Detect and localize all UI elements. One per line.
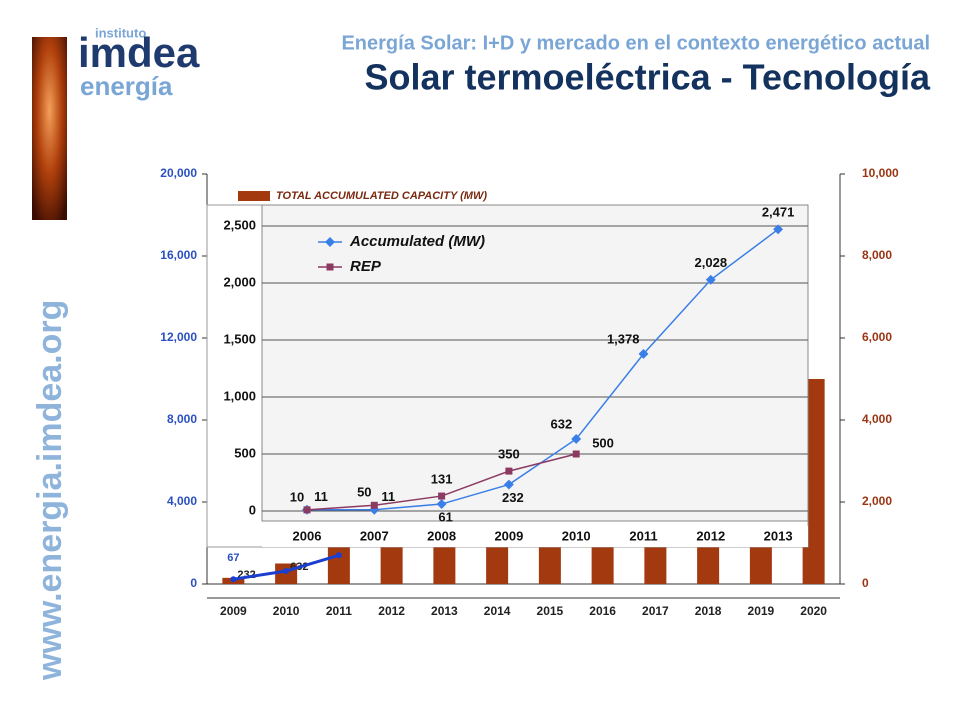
y2-tick-label: 6,000 <box>862 330 892 344</box>
y-tick-label: 4,000 <box>167 494 197 508</box>
logo-main: imdea <box>78 29 200 76</box>
legend-marker <box>325 237 335 247</box>
y-tick-label: 0 <box>190 576 197 590</box>
x-tick-label: 2013 <box>431 604 458 618</box>
point <box>571 434 582 444</box>
annotation: 67 <box>227 552 239 564</box>
y-tick-label: 12,000 <box>160 330 197 344</box>
legend-label: REP <box>350 258 382 275</box>
point <box>705 274 716 285</box>
x-tick-label: 2006 <box>293 528 322 543</box>
x-tick-label: 2019 <box>748 604 775 618</box>
data-label: 11 <box>381 489 395 504</box>
y-tick-label: 16,000 <box>160 248 197 262</box>
y-tick-label: 1,500 <box>223 331 256 346</box>
side-url: www.energia.imdea.org <box>31 300 69 681</box>
data-label: 1,378 <box>607 331 640 346</box>
data-label: 131 <box>431 472 453 487</box>
x-tick-label: 2016 <box>589 604 616 618</box>
y-tick-label: 20,000 <box>160 166 197 180</box>
point <box>773 224 784 235</box>
point <box>638 348 649 359</box>
data-label: 2,471 <box>762 205 795 220</box>
y2-tick-label: 2,000 <box>862 494 892 508</box>
side-image <box>32 37 67 220</box>
data-label: 10 <box>290 489 304 504</box>
x-tick-label: 2015 <box>537 604 564 618</box>
point <box>436 499 447 509</box>
x-tick-label: 2013 <box>764 528 793 543</box>
data-label: 61 <box>438 509 452 524</box>
point <box>303 506 311 514</box>
data-label: 232 <box>502 490 524 505</box>
legend-label: TOTAL ACCUMULATED CAPACITY (MW) <box>276 190 487 202</box>
y2-tick-label: 0 <box>862 576 869 590</box>
y-tick-label: 0 <box>249 502 256 517</box>
line <box>307 228 779 511</box>
y-tick-label: 500 <box>234 445 256 460</box>
y2-tick-label: 10,000 <box>862 166 899 180</box>
point <box>438 492 446 500</box>
point <box>503 479 514 490</box>
data-label: 2,028 <box>695 255 728 270</box>
y2-tick-label: 8,000 <box>862 248 892 262</box>
point <box>370 501 378 509</box>
x-label-band <box>262 526 808 547</box>
data-label: 350 <box>498 447 520 462</box>
logo-sub: energía <box>80 71 173 101</box>
y-tick-label: 1,000 <box>223 388 256 403</box>
x-tick-label: 2014 <box>484 604 511 618</box>
x-tick-label: 2012 <box>378 604 405 618</box>
x-tick-label: 2018 <box>695 604 722 618</box>
x-tick-label: 2017 <box>642 604 669 618</box>
x-tick-label: 2008 <box>427 528 456 543</box>
line <box>233 553 340 581</box>
legend-label: Accumulated (MW) <box>349 233 485 250</box>
data-label: 50 <box>357 485 371 500</box>
x-tick-label: 2010 <box>273 604 300 618</box>
data-label: 632 <box>550 416 572 431</box>
x-tick-label: 2007 <box>360 528 389 543</box>
x-tick-label: 2009 <box>220 604 247 618</box>
title: Solar termoeléctrica - Tecnología <box>364 57 930 98</box>
y-tick-label: 2,500 <box>223 217 256 232</box>
data-label: 11 <box>314 489 328 504</box>
plot-area <box>261 204 809 522</box>
point <box>572 450 580 458</box>
y-tick-label: 2,000 <box>223 274 256 289</box>
x-tick-label: 2011 <box>629 528 657 543</box>
supertitle: Energía Solar: I+D y mercado en el conte… <box>341 32 930 54</box>
point <box>505 467 513 475</box>
x-tick-label: 2010 <box>562 528 591 543</box>
legend-swatch <box>238 191 270 201</box>
logo-small: instituto <box>95 25 146 40</box>
legend-marker <box>326 263 334 271</box>
inner-chart: 0 500 1,000 1,500 2,000 2,500 2006 2007 2008 2009… <box>206 204 809 548</box>
x-tick-label: 2009 <box>494 528 523 543</box>
x-tick-label: 2012 <box>696 528 725 543</box>
y-tick-label: 8,000 <box>167 412 197 426</box>
x-tick-label: 2011 <box>326 604 352 618</box>
data-label: 500 <box>592 435 614 450</box>
x-tick-label: 2020 <box>800 604 827 618</box>
y2-tick-label: 4,000 <box>862 412 892 426</box>
